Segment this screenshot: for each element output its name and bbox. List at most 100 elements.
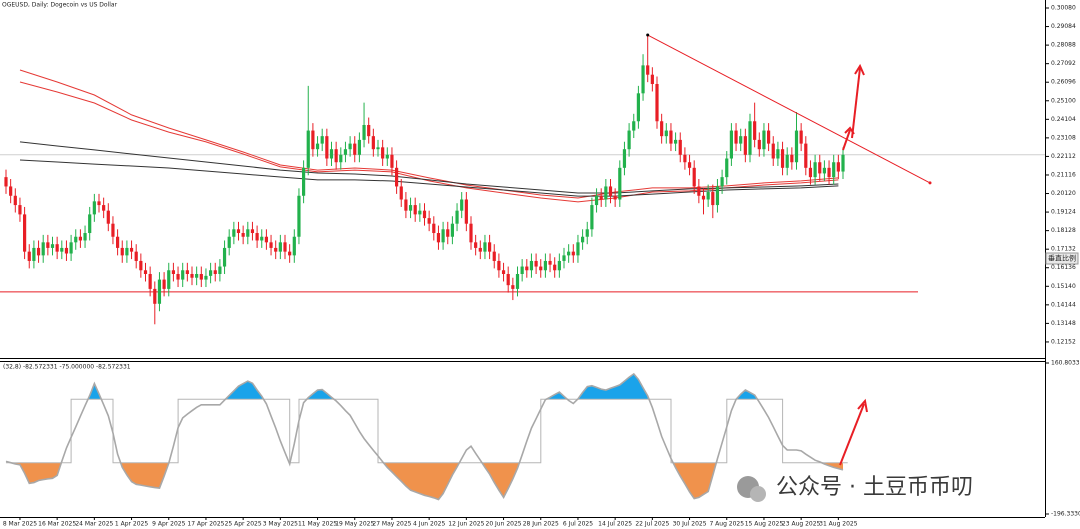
candle-body [41,242,45,256]
candle-body [501,270,506,274]
candle-body [315,143,320,150]
candle-body [69,242,73,254]
candle-body [674,139,678,144]
candle-body [102,205,106,211]
candle-body [543,260,547,271]
candle-body [608,186,613,196]
y-tick-label: 0.25100 [1051,97,1076,104]
candle-body [213,270,217,274]
candle-body [767,130,771,144]
candle-body [548,260,552,265]
moving-average [19,81,839,203]
candle-body [255,233,259,241]
candle-body [278,242,282,252]
scale-button-label[interactable]: 垂直比例 [1048,254,1076,263]
candle-body [157,279,162,304]
candle-body [813,162,817,178]
y-tick-label: 0.30080 [1051,5,1076,12]
scale-button[interactable] [1045,252,1079,265]
x-tick-label: 28 Jun 2025 [523,521,559,528]
y-tick-label: 0.27092 [1051,60,1076,67]
candle-body [236,229,241,234]
candle-body [441,229,445,243]
candle-body [413,205,417,215]
moving-average [19,69,839,199]
candle-body [627,130,631,150]
candle-body [297,195,301,237]
candle-body [153,288,157,304]
candle-body [599,195,603,200]
indicator-zone [383,462,460,500]
candle-body [706,192,710,200]
candle-body [246,229,250,237]
candle-body [618,167,622,200]
indicator-zone [481,462,520,498]
candle-body [687,162,692,168]
candle-body [204,275,208,280]
candle-body [390,154,394,168]
x-tick-label: 24 Mar 2025 [75,521,113,528]
arrow [839,403,865,466]
candle-body [511,285,515,289]
candle-body [720,177,724,187]
x-tick-label: 12 Jun 2025 [448,521,484,528]
candle-body [88,214,92,234]
arrow [851,67,861,139]
x-tick-label: 14 Jul 2025 [598,521,632,528]
candle-body [590,205,594,230]
candle-body [227,236,231,248]
candle-body [450,223,454,237]
candle-body [106,210,110,224]
candle-body [553,264,557,271]
candle-body [283,242,287,252]
candle-body [739,136,743,144]
candle-body [143,270,148,274]
x-tick-label: 31 Aug 2025 [819,521,858,528]
candle-body [185,270,189,274]
x-tick-label: 15 Aug 2025 [745,521,784,528]
trend-point [928,181,932,185]
candle-body [353,143,357,155]
candle-body [311,130,315,150]
candle-body [18,205,22,215]
watermark-icon [737,476,766,502]
candle-body [74,236,78,243]
candle-body [669,130,673,144]
x-tick-label: 1 Apr 2025 [115,521,148,528]
candle-body [55,244,59,252]
x-tick-label: 30 Jul 2025 [673,521,707,528]
y-tick-label: 0.22112 [1051,153,1076,160]
candle-body [181,270,185,280]
candle-body [436,233,441,243]
x-tick-label: 16 Mar 2025 [38,521,76,528]
candle-body [83,233,87,241]
candle-body [176,273,180,280]
candle-body [134,251,138,261]
arrow-head [854,63,865,76]
candle-body [9,186,13,196]
candle-body [534,260,538,267]
candle-body [743,136,747,155]
candle-body [804,143,808,168]
candle-body [464,199,468,224]
candle-body [478,247,482,252]
candle-body [139,260,143,271]
candle-body [274,247,278,252]
candle-body [506,273,510,286]
candle-body [655,84,659,122]
candle-body [818,162,822,174]
candle-body [171,270,175,274]
candle-body [167,270,171,289]
candle-body [567,251,571,256]
candle-body [515,273,520,289]
candle-body [190,273,194,278]
candle-body [715,186,720,206]
candle-body [785,154,789,168]
candle-body [13,195,17,206]
candle-body [725,158,729,178]
candle-body [460,199,464,211]
y-tick-label: -196.33301 [1051,511,1080,518]
x-tick-label: 23 Aug 2025 [782,521,821,528]
